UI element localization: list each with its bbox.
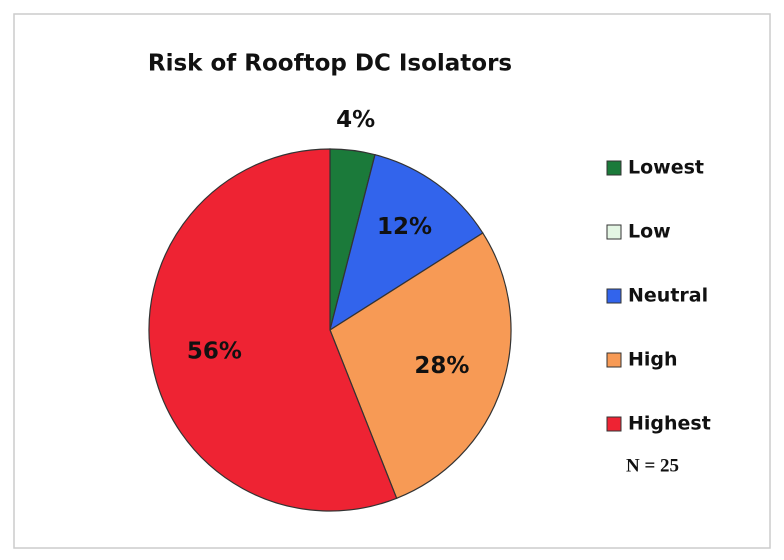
data-label: 28% (414, 353, 469, 379)
legend-swatch (606, 160, 622, 176)
legend-swatch (606, 224, 622, 240)
legend-swatch (606, 352, 622, 368)
legend-swatch (606, 416, 622, 432)
legend-label: Low (628, 221, 671, 243)
pie-slice (148, 148, 398, 512)
legend-label: Highest (628, 413, 711, 435)
chart-title: Risk of Rooftop DC Isolators (148, 51, 512, 77)
data-label: 56% (187, 339, 242, 365)
pie-slice (329, 153, 484, 332)
annotation: N = 25 (626, 455, 679, 476)
data-label: 12% (377, 214, 432, 240)
pie-slice (329, 232, 512, 500)
data-label: 4% (336, 107, 375, 133)
legend-label: High (628, 349, 678, 371)
legend-swatch (606, 288, 622, 304)
legend-label: Lowest (628, 157, 704, 179)
legend-label: Neutral (628, 285, 708, 307)
